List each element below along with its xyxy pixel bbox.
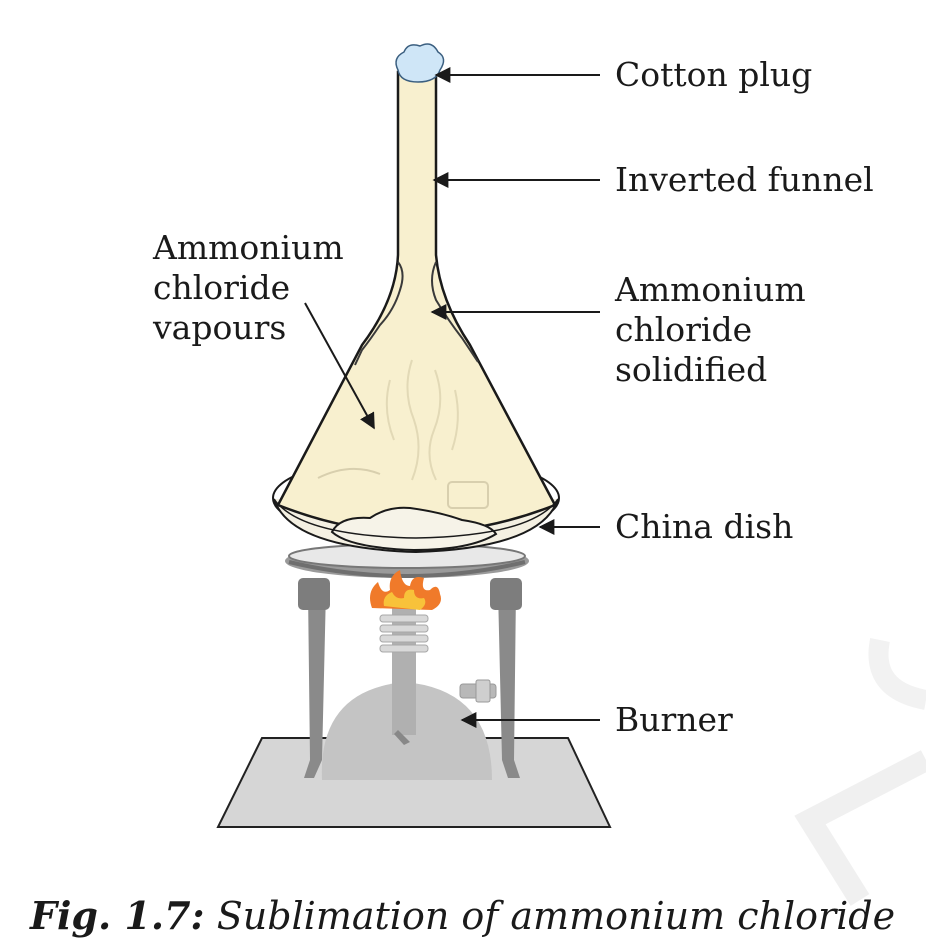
- label-china-dish: China dish: [615, 507, 794, 546]
- vapours-arrow: [304, 302, 375, 430]
- flame: [370, 570, 441, 610]
- label-ammonium-chloride-solidified: Ammonium chloride solidified: [615, 270, 806, 389]
- caption-figure-number: Fig. 1.7:: [30, 893, 205, 938]
- label-burner: Burner: [615, 700, 733, 739]
- label-cotton-plug: Cotton plug: [615, 55, 813, 94]
- figure-caption: Fig. 1.7: Sublimation of ammonium chlori…: [30, 893, 895, 938]
- tripod-stand: [285, 543, 529, 778]
- cotton-plug: [395, 43, 445, 83]
- burner: [321, 605, 497, 780]
- caption-text: Sublimation of ammonium chloride: [216, 894, 896, 938]
- label-ammonium-chloride-vapours: Ammonium chloride vapours: [153, 228, 344, 347]
- label-inverted-funnel: Inverted funnel: [615, 160, 874, 199]
- inverted-funnel: [273, 70, 559, 552]
